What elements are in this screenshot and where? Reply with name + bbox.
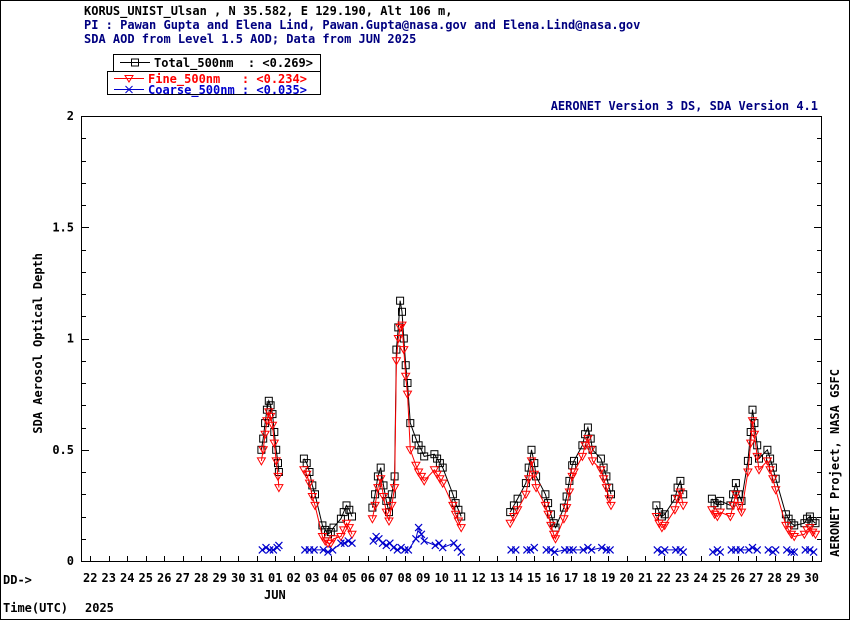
svg-text:26: 26 <box>157 571 171 585</box>
total-square-marker-icon <box>120 58 150 67</box>
svg-text:29: 29 <box>213 571 227 585</box>
svg-text:28: 28 <box>768 571 782 585</box>
svg-text:01: 01 <box>268 571 282 585</box>
site-title: KORUS_UNIST_Ulsan , N 35.582, E 129.190,… <box>84 4 453 18</box>
legend-fine-label: Fine_500nm : <0.234> <box>148 71 307 86</box>
legend-total-label: Total_500nm : <0.269> <box>154 55 313 70</box>
svg-text:23: 23 <box>102 571 116 585</box>
svg-text:16: 16 <box>546 571 560 585</box>
svg-text:0: 0 <box>67 554 74 568</box>
svg-text:21: 21 <box>638 571 652 585</box>
svg-text:15: 15 <box>527 571 541 585</box>
svg-text:08: 08 <box>398 571 412 585</box>
svg-text:05: 05 <box>342 571 356 585</box>
svg-text:14: 14 <box>509 571 523 585</box>
x-tick-labels: 22 23 24 25 26 27 28 29 30 31 01 02 03 04 05 06 07 08 09 10… <box>83 571 819 585</box>
svg-text:18: 18 <box>583 571 597 585</box>
svg-text:19: 19 <box>601 571 615 585</box>
svg-text:11: 11 <box>453 571 467 585</box>
svg-text:02: 02 <box>287 571 301 585</box>
series-Coarse_500nm <box>258 523 818 557</box>
fine-triangle-marker-icon <box>114 75 144 83</box>
year-label: 2025 <box>85 601 114 615</box>
svg-text:30: 30 <box>805 571 819 585</box>
legend-item-fine: Fine_500nm : <0.234> <box>113 71 307 86</box>
x-axis-ticks <box>90 556 813 561</box>
svg-text:03: 03 <box>305 571 319 585</box>
svg-text:27: 27 <box>749 571 763 585</box>
legend-item-coarse: Coarse_500nm : <0.035> <box>113 82 307 97</box>
series-Total_500nm <box>257 296 820 539</box>
svg-text:04: 04 <box>324 571 338 585</box>
svg-text:30: 30 <box>231 571 245 585</box>
plot-frame <box>81 116 822 562</box>
svg-text:17: 17 <box>564 571 578 585</box>
svg-text:25: 25 <box>139 571 153 585</box>
svg-text:10: 10 <box>435 571 449 585</box>
legend-box-fine-coarse <box>107 71 321 95</box>
svg-text:07: 07 <box>379 571 393 585</box>
svg-text:24: 24 <box>694 571 708 585</box>
series-Fine_500nm <box>256 321 821 549</box>
svg-text:06: 06 <box>361 571 375 585</box>
svg-text:25: 25 <box>712 571 726 585</box>
y-axis-ticks <box>82 138 821 540</box>
svg-text:09: 09 <box>416 571 430 585</box>
svg-text:31: 31 <box>250 571 264 585</box>
y-tick-labels: 0 0.5 1 1.5 2 <box>52 109 74 568</box>
svg-text:12: 12 <box>472 571 486 585</box>
legend-coarse-label: Coarse_500nm : <0.035> <box>148 82 307 97</box>
svg-text:2: 2 <box>67 109 74 123</box>
month-label: JUN <box>264 588 286 602</box>
version-annotation: AERONET Version 3 DS, SDA Version 4.1 <box>550 99 818 113</box>
svg-text:13: 13 <box>490 571 504 585</box>
coarse-x-marker-icon <box>114 85 144 94</box>
svg-text:28: 28 <box>194 571 208 585</box>
svg-text:1.5: 1.5 <box>52 220 74 234</box>
legend-item-total: Total_500nm : <0.269> <box>119 55 313 70</box>
svg-text:1: 1 <box>67 332 74 346</box>
svg-text:27: 27 <box>176 571 190 585</box>
svg-text:29: 29 <box>786 571 800 585</box>
data-level-line: SDA AOD from Level 1.5 AOD; Data from JU… <box>84 32 417 46</box>
svg-text:22: 22 <box>657 571 671 585</box>
svg-text:24: 24 <box>120 571 134 585</box>
svg-text:20: 20 <box>620 571 634 585</box>
svg-text:26: 26 <box>731 571 745 585</box>
svg-text:0.5: 0.5 <box>52 443 74 457</box>
svg-text:22: 22 <box>83 571 97 585</box>
pi-contact-line: PI : Pawan Gupta and Elena Lind, Pawan.G… <box>84 18 641 32</box>
dd-axis-label: DD-> <box>3 573 32 587</box>
svg-text:23: 23 <box>675 571 689 585</box>
time-utc-label: Time(UTC) <box>3 601 69 615</box>
